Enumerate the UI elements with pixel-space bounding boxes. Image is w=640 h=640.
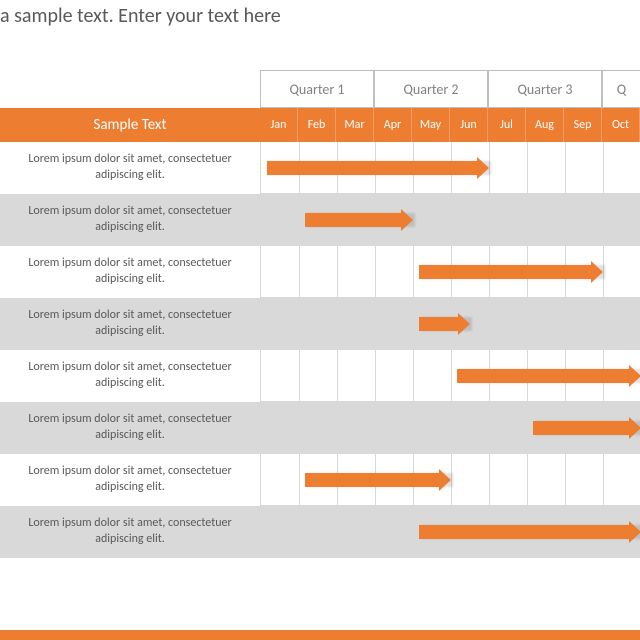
task-label: Lorem ipsum dolor sit amet, consectetuer… xyxy=(0,194,260,246)
gantt-bar xyxy=(419,315,470,333)
timeline-cell xyxy=(260,194,640,246)
task-label: Lorem ipsum dolor sit amet, consectetuer… xyxy=(0,298,260,350)
quarter-cell: Q xyxy=(602,70,640,108)
task-label: Lorem ipsum dolor sit amet, consectetuer… xyxy=(0,454,260,506)
task-label: Lorem ipsum dolor sit amet, consectetuer… xyxy=(0,350,260,402)
task-row: Lorem ipsum dolor sit amet, consectetuer… xyxy=(0,298,640,350)
month-cell: May xyxy=(412,108,450,142)
task-row: Lorem ipsum dolor sit amet, consectetuer… xyxy=(0,246,640,298)
task-row: Lorem ipsum dolor sit amet, consectetuer… xyxy=(0,194,640,246)
timeline-cell xyxy=(260,454,640,506)
task-label: Lorem ipsum dolor sit amet, consectetuer… xyxy=(0,506,260,558)
month-cell: Jan xyxy=(260,108,298,142)
months-header: JanFebMarAprMayJunJulAugSepOct xyxy=(260,108,640,142)
gantt-bar xyxy=(305,471,451,489)
task-label: Lorem ipsum dolor sit amet, consectetuer… xyxy=(0,246,260,298)
month-cell: Feb xyxy=(298,108,336,142)
month-header-row: Sample Text JanFebMarAprMayJunJulAugSepO… xyxy=(0,108,640,142)
timeline-cell xyxy=(260,298,640,350)
subtitle-text: a sample text. Enter your text here xyxy=(0,4,281,28)
gantt-bar xyxy=(533,419,640,437)
quarter-cell: Quarter 3 xyxy=(488,70,602,108)
timeline-cell xyxy=(260,350,640,402)
month-cell: Apr xyxy=(374,108,412,142)
month-cell: Mar xyxy=(336,108,374,142)
quarter-cell: Quarter 1 xyxy=(260,70,374,108)
quarter-cell: Quarter 2 xyxy=(374,70,488,108)
task-rows: Lorem ipsum dolor sit amet, consectetuer… xyxy=(0,142,640,558)
task-row: Lorem ipsum dolor sit amet, consectetuer… xyxy=(0,402,640,454)
footer-accent-bar xyxy=(0,630,640,640)
timeline-cell xyxy=(260,142,640,194)
month-cell: Sep xyxy=(564,108,602,142)
quarter-header-row: Quarter 1 Quarter 2 Quarter 3 Q xyxy=(0,70,640,108)
task-row: Lorem ipsum dolor sit amet, consectetuer… xyxy=(0,350,640,402)
month-cell: Jun xyxy=(450,108,488,142)
gantt-slide: a sample text. Enter your text here Quar… xyxy=(0,0,640,640)
gantt-bar xyxy=(419,263,603,281)
gantt-bar xyxy=(457,367,640,385)
gantt-bar xyxy=(419,523,640,541)
month-cell: Jul xyxy=(488,108,526,142)
timeline-cell xyxy=(260,402,640,454)
month-cell: Oct xyxy=(602,108,640,142)
month-cell: Aug xyxy=(526,108,564,142)
quarter-spacer xyxy=(0,70,260,108)
task-row: Lorem ipsum dolor sit amet, consectetuer… xyxy=(0,506,640,558)
timeline-cell xyxy=(260,246,640,298)
task-row: Lorem ipsum dolor sit amet, consectetuer… xyxy=(0,454,640,506)
task-row: Lorem ipsum dolor sit amet, consectetuer… xyxy=(0,142,640,194)
gantt-bar xyxy=(267,159,489,177)
gantt-bar xyxy=(305,211,413,229)
timeline-cell xyxy=(260,506,640,558)
task-column-header: Sample Text xyxy=(0,108,260,142)
task-label: Lorem ipsum dolor sit amet, consectetuer… xyxy=(0,402,260,454)
gantt-chart: Quarter 1 Quarter 2 Quarter 3 Q Sample T… xyxy=(0,70,640,558)
task-label: Lorem ipsum dolor sit amet, consectetuer… xyxy=(0,142,260,194)
